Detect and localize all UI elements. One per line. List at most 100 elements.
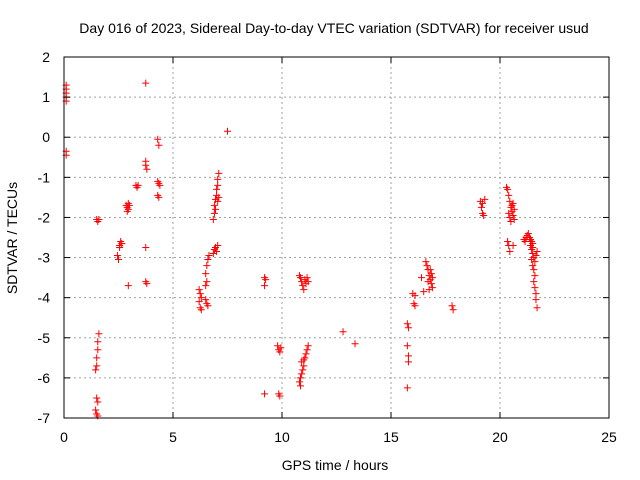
x-tick-label: 25 — [601, 429, 617, 445]
data-point — [425, 286, 433, 294]
data-point — [156, 181, 164, 189]
data-point — [261, 390, 269, 398]
data-point — [304, 278, 312, 286]
x-tick-labels: 0 5 10 15 20 25 — [60, 429, 617, 445]
data-point — [422, 258, 430, 266]
data-point — [303, 346, 311, 354]
data-point — [300, 286, 308, 294]
data-point — [531, 284, 539, 292]
data-point — [529, 262, 537, 270]
data-point — [297, 374, 305, 382]
data-point — [94, 398, 102, 406]
data-point — [262, 276, 270, 284]
data-point — [197, 306, 205, 314]
data-point — [118, 240, 126, 248]
y-tick-label: 1 — [42, 89, 50, 105]
data-point — [532, 296, 540, 304]
data-point — [214, 175, 222, 183]
data-point — [351, 340, 359, 348]
data-point — [524, 229, 532, 237]
data-point — [301, 354, 309, 362]
x-tick-label: 0 — [60, 429, 68, 445]
data-point — [404, 358, 412, 366]
data-point — [339, 328, 347, 336]
data-point — [411, 302, 419, 310]
data-point — [94, 338, 102, 346]
x-axis-label: GPS time / hours — [282, 457, 389, 473]
data-point — [214, 242, 222, 250]
y-axis-label: SDTVAR / TECUs — [4, 182, 20, 294]
data-point — [506, 213, 514, 221]
data-point — [479, 199, 487, 207]
data-point — [276, 392, 284, 400]
data-point — [277, 344, 285, 352]
data-point — [203, 262, 211, 270]
data-point — [115, 256, 122, 264]
data-point — [403, 342, 411, 350]
data-point — [481, 195, 489, 203]
data-point — [504, 185, 512, 193]
y-tick-label: 0 — [42, 129, 50, 145]
data-point — [92, 406, 100, 414]
data-point — [124, 282, 132, 290]
x-tick-label: 20 — [492, 429, 508, 445]
data-point — [297, 382, 305, 390]
data-point — [298, 358, 306, 366]
data-point — [215, 193, 223, 201]
data-point — [143, 280, 151, 288]
data-point — [202, 270, 210, 278]
y-tick-label: -3 — [38, 250, 51, 266]
data-point — [532, 290, 540, 298]
data-point — [426, 266, 434, 274]
data-point — [530, 278, 538, 286]
y-tick-label: -7 — [38, 410, 51, 426]
data-point — [510, 205, 518, 213]
data-point — [95, 215, 103, 223]
y-tick-label: -4 — [38, 290, 51, 306]
data-point — [427, 270, 435, 278]
data-point — [303, 274, 311, 282]
data-point — [142, 79, 150, 87]
data-point — [295, 378, 303, 386]
data-point — [213, 185, 221, 193]
data-point — [142, 161, 150, 169]
data-point — [449, 306, 457, 314]
data-point — [298, 370, 306, 378]
y-tick-label: -1 — [38, 169, 51, 185]
data-point — [214, 181, 222, 189]
data-point — [411, 292, 419, 300]
grid — [64, 57, 609, 418]
data-point — [506, 248, 514, 256]
data-point — [507, 217, 515, 225]
data-point — [134, 181, 142, 189]
data-point — [505, 191, 513, 199]
data-point — [142, 244, 150, 252]
data-point — [428, 274, 436, 282]
data-point — [404, 324, 412, 332]
data-point — [533, 248, 541, 256]
data-point — [214, 197, 222, 205]
y-tick-label: -2 — [38, 209, 51, 225]
data-point — [423, 262, 431, 270]
y-tick-label: 2 — [42, 49, 50, 65]
data-point — [203, 278, 211, 286]
data-point — [300, 362, 308, 370]
x-tick-label: 15 — [383, 429, 399, 445]
data-point — [528, 256, 536, 264]
data-point — [143, 165, 151, 173]
data-point — [533, 304, 541, 312]
data-point — [403, 320, 411, 328]
data-point — [529, 244, 537, 252]
plot-frame — [63, 56, 610, 419]
data-point — [210, 201, 218, 209]
data-point — [209, 215, 217, 223]
data-point — [509, 242, 517, 250]
data-point — [212, 205, 220, 213]
y-tick-label: -6 — [38, 370, 51, 386]
data-point — [93, 394, 101, 402]
data-point — [404, 352, 412, 360]
data-point — [195, 286, 203, 294]
data-point — [480, 211, 488, 219]
data-point — [93, 362, 101, 370]
data-point — [532, 252, 540, 260]
